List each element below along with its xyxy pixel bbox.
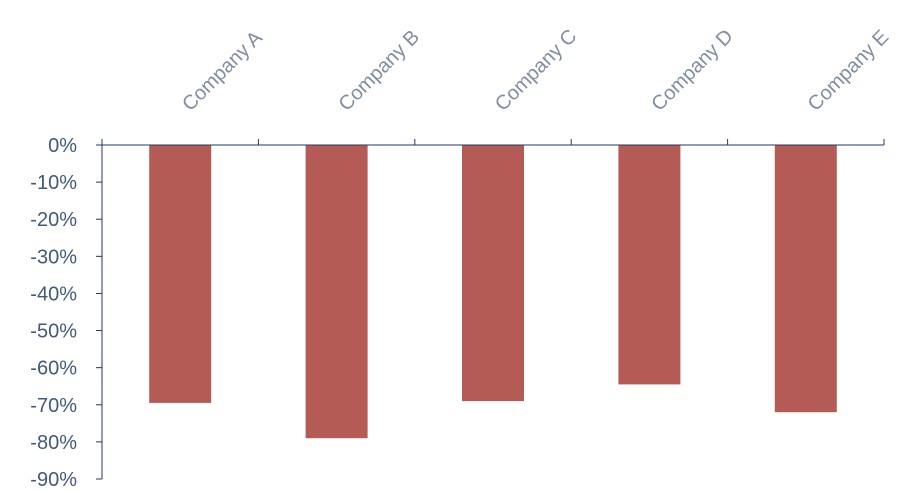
y-tick-label: -30% bbox=[30, 246, 77, 268]
y-tick-label: -80% bbox=[30, 432, 77, 454]
category-label-company-e: Company E bbox=[804, 26, 893, 115]
bar-company-a bbox=[149, 145, 212, 403]
y-tick-label: -60% bbox=[30, 358, 77, 380]
bar-company-c bbox=[462, 145, 524, 402]
axes-layer bbox=[96, 139, 885, 480]
category-label-company-b: Company B bbox=[335, 26, 424, 115]
y-tick-label: -20% bbox=[30, 209, 77, 231]
category-label-company-d: Company D bbox=[647, 25, 737, 115]
bar-company-b bbox=[305, 145, 368, 439]
category-label-company-a: Company A bbox=[178, 26, 267, 115]
bars-layer bbox=[149, 145, 837, 439]
bar-company-e bbox=[774, 145, 837, 413]
y-tick-label: -40% bbox=[30, 283, 77, 305]
category-label-company-c: Company C bbox=[491, 25, 581, 115]
bar-company-d bbox=[618, 145, 681, 385]
y-tick-label: -10% bbox=[30, 172, 77, 194]
y-tick-label: -70% bbox=[30, 395, 77, 417]
y-tick-label: -50% bbox=[30, 321, 77, 343]
y-tick-label: -90% bbox=[30, 469, 77, 491]
y-tick-label: 0% bbox=[48, 135, 77, 157]
